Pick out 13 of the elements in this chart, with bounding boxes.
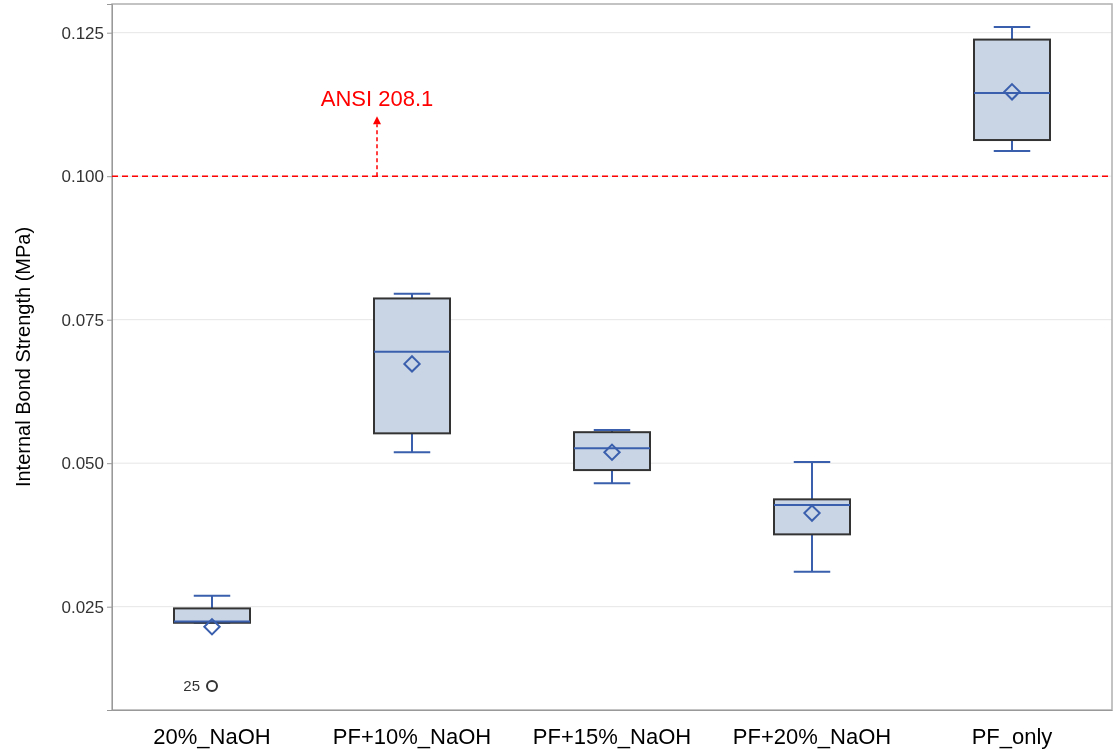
x-tick-label: PF+15%_NaOH <box>532 723 692 749</box>
x-tick-label: 20%_NaOH <box>153 723 271 749</box>
y-tick-label: 0.100 <box>61 167 104 187</box>
x-tick-label: PF+10%_NaOH <box>332 723 492 749</box>
y-tick-label: 0.125 <box>61 23 104 43</box>
x-tick-label: PF_only <box>971 723 1053 749</box>
annotation: 25 <box>183 677 200 695</box>
y-tick-label: 0.075 <box>61 310 104 330</box>
ref-line-label: ANSI 208.1 <box>320 86 434 112</box>
x-tick-label: PF+20%_NaOH <box>732 723 892 749</box>
y-tick-label: 0.025 <box>61 597 104 617</box>
y-axis-title: Internal Bond Strength (MPa) <box>12 226 34 488</box>
y-tick-label: 0.050 <box>61 454 104 474</box>
